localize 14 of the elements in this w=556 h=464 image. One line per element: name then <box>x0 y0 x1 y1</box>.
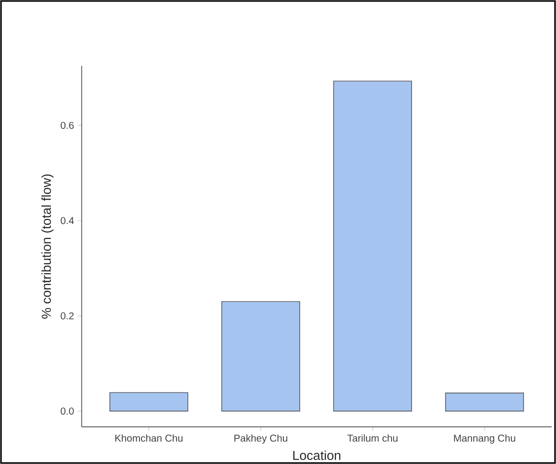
bar <box>109 392 188 412</box>
x-tick-label: Tarilum chu <box>347 434 398 442</box>
x-tick-label: Pakhey Chu <box>234 434 288 444</box>
x-tick-label: Khomchan Chu <box>115 434 182 442</box>
bar <box>333 80 412 412</box>
y-tick-label: 0.4 <box>60 217 74 224</box>
bar <box>221 301 300 412</box>
y-tick-label: 0.2 <box>60 312 74 320</box>
y-tick-label: 0.6 <box>60 122 74 129</box>
y-axis-title: % contribution (total flow) <box>41 174 54 319</box>
x-axis-title: Location <box>293 450 340 460</box>
x-tick-label: Mannang Chu <box>454 434 516 444</box>
y-tick-label: 0.0 <box>60 408 74 415</box>
bar <box>445 392 524 412</box>
